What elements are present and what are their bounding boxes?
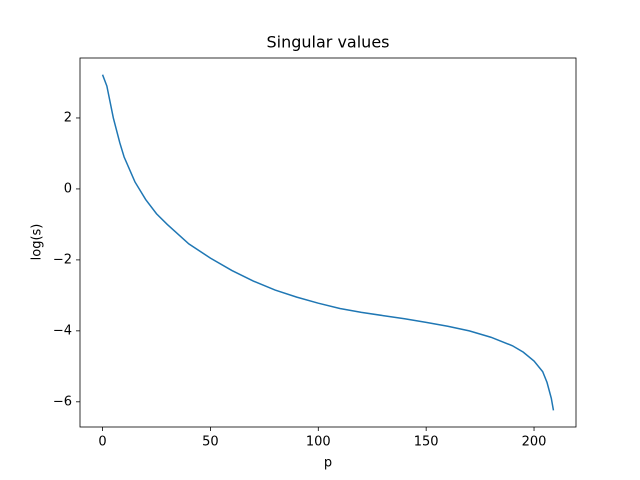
y-tick-label: −2 (53, 252, 72, 267)
y-tick-label: 2 (64, 110, 72, 125)
y-axis-label: log(s) (30, 224, 45, 261)
x-tick-label: 50 (202, 435, 219, 450)
y-tick-label: 0 (64, 181, 72, 196)
data-line (101, 74, 555, 411)
x-tick-label: 200 (522, 435, 547, 450)
y-tick-label: −4 (53, 323, 72, 338)
x-axis-label: p (324, 456, 332, 471)
x-tick-label: 0 (98, 435, 106, 450)
plot-frame (79, 57, 577, 428)
chart-title: Singular values (267, 33, 390, 52)
x-tick-label: 100 (306, 435, 331, 450)
x-tick-label: 150 (414, 435, 439, 450)
y-tick-label: −6 (53, 394, 72, 409)
